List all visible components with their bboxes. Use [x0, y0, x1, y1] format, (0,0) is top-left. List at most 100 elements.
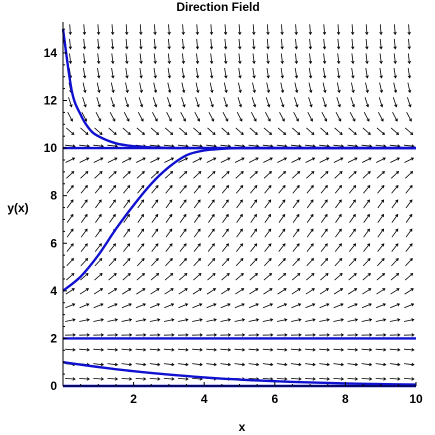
direction-arrow — [334, 185, 342, 194]
direction-arrow — [93, 362, 105, 367]
direction-arrow — [80, 273, 89, 281]
direction-arrow — [390, 273, 400, 281]
direction-arrow — [347, 362, 359, 367]
direction-arrow — [125, 67, 129, 79]
direction-arrow — [167, 38, 171, 50]
direction-arrow — [93, 377, 105, 381]
direction-arrow — [319, 318, 330, 322]
direction-arrow — [149, 348, 161, 352]
direction-arrow — [262, 333, 274, 337]
direction-arrow — [207, 273, 216, 281]
direction-arrow — [306, 258, 315, 267]
direction-arrow — [96, 82, 101, 94]
direction-arrow — [389, 333, 401, 337]
direction-arrow — [308, 53, 313, 65]
direction-arrow — [163, 318, 175, 322]
direction-arrow — [93, 333, 105, 337]
direction-arrow — [307, 112, 313, 122]
direction-arrow — [264, 213, 272, 223]
direction-arrow — [251, 97, 257, 108]
direction-arrow — [220, 157, 231, 163]
direction-arrow — [375, 318, 387, 322]
direction-arrow — [391, 258, 399, 267]
direction-arrow — [389, 318, 401, 322]
direction-arrow — [139, 82, 143, 94]
direction-arrow — [404, 127, 414, 135]
direction-arrow — [93, 303, 104, 309]
direction-arrow — [108, 127, 117, 135]
direction-arrow — [333, 288, 344, 295]
direction-arrow — [404, 157, 415, 163]
direction-arrow — [305, 288, 315, 295]
direction-arrow — [348, 258, 357, 267]
direction-arrow — [291, 318, 302, 322]
direction-arrow — [110, 24, 115, 36]
x-tick-label: 2 — [130, 392, 137, 406]
direction-arrow — [121, 377, 133, 381]
direction-arrow — [334, 258, 343, 267]
direction-arrow — [391, 213, 399, 223]
direction-arrow — [333, 157, 344, 163]
direction-arrow — [379, 82, 383, 94]
direction-arrow — [248, 362, 260, 367]
direction-arrow — [376, 288, 386, 295]
direction-arrow — [290, 348, 302, 352]
direction-arrow — [137, 243, 145, 252]
direction-arrow — [319, 303, 330, 309]
direction-arrow — [220, 303, 231, 309]
direction-arrow — [252, 38, 256, 50]
direction-arrow — [333, 318, 344, 322]
direction-arrow — [163, 333, 175, 337]
direction-arrow — [137, 228, 145, 238]
direction-arrow — [234, 333, 246, 337]
direction-arrow — [389, 348, 401, 352]
direction-arrow — [290, 362, 302, 367]
direction-arrow — [206, 288, 217, 295]
direction-arrow — [122, 288, 132, 295]
direction-arrow — [308, 67, 313, 79]
direction-arrow — [390, 170, 400, 179]
direction-arrow — [280, 53, 284, 65]
direction-arrow — [151, 228, 159, 238]
direction-arrow — [167, 67, 172, 79]
direction-arrow — [153, 53, 157, 65]
direction-arrow — [96, 53, 101, 65]
direction-arrow — [333, 377, 345, 381]
direction-arrow — [262, 362, 274, 367]
direction-arrow — [79, 377, 90, 381]
direction-arrow — [238, 38, 242, 50]
direction-arrow — [137, 185, 145, 194]
direction-arrow — [361, 333, 373, 337]
direction-arrow — [266, 82, 271, 94]
direction-arrow — [222, 213, 229, 223]
direction-arrow — [407, 82, 412, 94]
direction-arrow — [305, 157, 316, 163]
direction-arrow — [294, 38, 298, 50]
direction-arrow — [277, 303, 288, 309]
direction-arrow — [377, 213, 385, 223]
direction-arrow — [348, 127, 357, 135]
direction-arrow — [164, 288, 174, 295]
solution-curve — [62, 361, 417, 386]
direction-arrow — [236, 199, 243, 209]
direction-arrow — [94, 273, 103, 281]
direction-arrow — [250, 213, 257, 223]
direction-arrow — [178, 288, 188, 295]
direction-arrow — [66, 273, 75, 281]
direction-arrow — [221, 273, 230, 281]
direction-arrow — [192, 333, 203, 337]
direction-arrow — [95, 112, 102, 122]
direction-arrow — [93, 348, 105, 352]
direction-arrow — [308, 38, 313, 50]
direction-arrow — [166, 112, 172, 122]
direction-arrow — [305, 362, 316, 367]
direction-arrow — [322, 38, 327, 50]
direction-arrow — [238, 67, 242, 79]
direction-arrow — [234, 362, 246, 367]
direction-arrow — [207, 243, 215, 252]
direction-arrow — [280, 82, 285, 94]
direction-arrow — [347, 157, 358, 163]
direction-arrow — [266, 38, 270, 50]
direction-arrow — [236, 228, 243, 238]
direction-arrow — [221, 127, 230, 135]
